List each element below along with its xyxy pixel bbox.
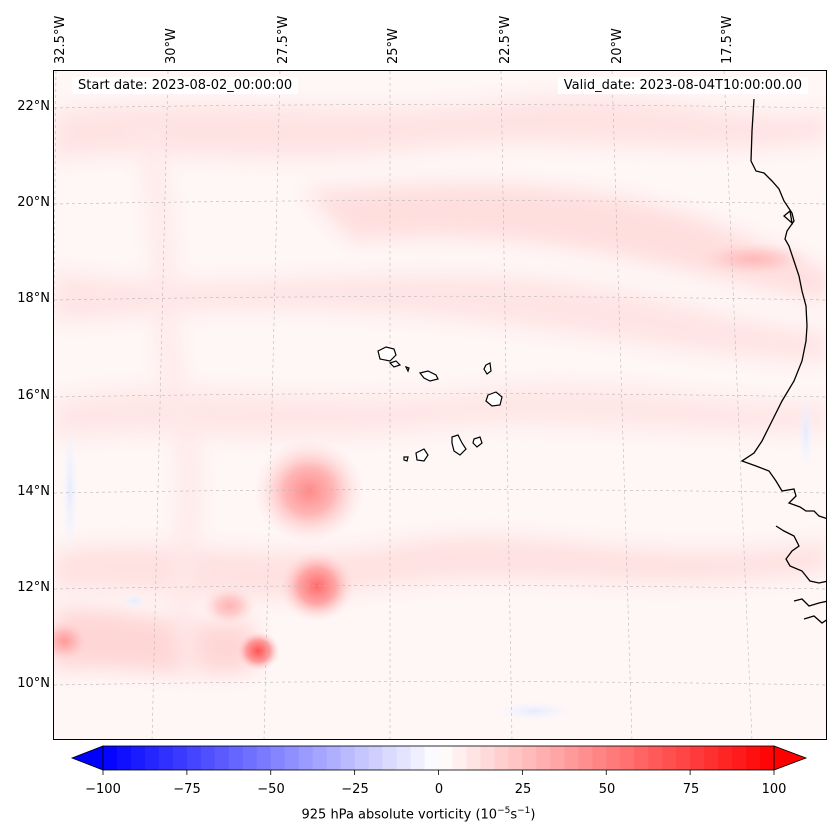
colorbar-segment <box>508 746 523 770</box>
colorbar-segment <box>103 746 118 770</box>
colorbar-segment <box>746 746 761 770</box>
lon-label-17-5w: 17.5°W <box>720 15 735 64</box>
valid-date-label: Valid_date: 2023-08-04T10:00:00.00 <box>557 77 808 94</box>
colorbar-segment <box>144 746 160 770</box>
colorbar-segment <box>634 746 649 770</box>
colorbar-label: 925 hPa absolute vorticity (10−5s−1) <box>301 806 536 823</box>
colorbar-segment <box>312 746 328 770</box>
lat-label-14n: 14°N <box>17 484 50 499</box>
colorbar-tick-label: 100 <box>761 782 787 797</box>
vorticity-maxima <box>54 241 814 671</box>
colorbar-tick-label: 75 <box>682 782 700 797</box>
lon-label-27-5w: 27.5°W <box>276 15 291 64</box>
lon-label-30w: 30°W <box>164 28 179 64</box>
colorbar-segment <box>536 746 551 770</box>
colorbar-segment <box>550 746 565 770</box>
start-date-label: Start date: 2023-08-02_00:00:00 <box>72 77 299 94</box>
vorticity-max-1 <box>254 439 364 543</box>
colorbar-segment <box>368 746 384 770</box>
colorbar-segment <box>438 746 453 770</box>
colorbar-segment <box>620 746 635 770</box>
colorbar-segment <box>354 746 370 770</box>
colorbar-segment <box>564 746 579 770</box>
colorbar-segment <box>676 746 691 770</box>
colorbar-segment <box>382 746 398 770</box>
colorbar-segment <box>578 746 593 770</box>
colorbar-segment <box>326 746 342 770</box>
cape-verde-islands <box>377 346 503 462</box>
colorbar-segment <box>606 746 621 770</box>
colorbar-segment <box>410 746 426 770</box>
colorbar-segment <box>242 746 258 770</box>
colorbar-segment <box>494 746 509 770</box>
vorticity-max-3 <box>236 631 280 671</box>
colorbar-tick-label: −50 <box>257 782 285 797</box>
colorbar-segment <box>116 746 132 770</box>
colorbar-segment <box>270 746 286 770</box>
colorbar-tick-label: −100 <box>85 782 121 797</box>
colorbar-segment <box>340 746 356 770</box>
colorbar-segment <box>452 746 467 770</box>
colorbar-tick-label: 50 <box>598 782 616 797</box>
colorbar-segment <box>718 746 733 770</box>
colorbar-segment <box>214 746 230 770</box>
colorbar-segment <box>298 746 314 770</box>
colorbar-segment <box>592 746 607 770</box>
colorbar-segment <box>466 746 481 770</box>
colorbar-segment <box>704 746 719 770</box>
colorbar-segment <box>662 746 677 770</box>
colorbar-segment <box>690 746 705 770</box>
colorbar-tick-label: 0 <box>434 782 444 797</box>
colorbar-segment <box>284 746 300 770</box>
vorticity-max-2 <box>279 550 355 622</box>
colorbar-segment <box>648 746 663 770</box>
negative-vorticity-patches <box>62 391 814 721</box>
colorbar-segment <box>172 746 188 770</box>
africa-coastline <box>740 98 826 520</box>
colorbar-segment <box>732 746 747 770</box>
colorbar-segment <box>480 746 495 770</box>
lat-label-10n: 10°N <box>17 676 50 691</box>
colorbar-segment <box>424 746 439 770</box>
colorbar-segment <box>396 746 412 770</box>
lon-label-20w: 20°W <box>610 28 625 64</box>
colorbar-segment <box>760 746 775 770</box>
colorbar-segment <box>186 746 202 770</box>
colorbar-segments <box>103 746 775 770</box>
lat-label-12n: 12°N <box>17 580 50 595</box>
lat-label-16n: 16°N <box>17 388 50 403</box>
colorbar-min-extend <box>70 745 104 771</box>
lat-label-20n: 20°N <box>17 195 50 210</box>
lat-label-18n: 18°N <box>17 291 50 306</box>
lon-label-25w: 25°W <box>386 28 401 64</box>
colorbar-segment <box>522 746 537 770</box>
map-plot-area: Start date: 2023-08-02_00:00:00 Valid_da… <box>53 70 827 740</box>
vorticity-field <box>54 71 826 739</box>
lon-label-32-5w: 32.5°W <box>53 15 68 64</box>
colorbar-segment <box>130 746 146 770</box>
vorticity-bands <box>54 96 826 674</box>
colorbar-tick-label: −25 <box>341 782 369 797</box>
colorbar-segment <box>256 746 272 770</box>
colorbar-tick-label: −75 <box>173 782 201 797</box>
coastline <box>740 98 826 624</box>
colorbar-segment <box>228 746 244 770</box>
colorbar-tick-label: 25 <box>514 782 532 797</box>
colorbar-segment <box>200 746 216 770</box>
graticule <box>54 71 826 739</box>
colorbar-max-extend <box>773 745 808 771</box>
lon-label-22-5w: 22.5°W <box>498 15 513 64</box>
colorbar-segment <box>158 746 174 770</box>
lat-label-22n: 22°N <box>17 99 50 114</box>
